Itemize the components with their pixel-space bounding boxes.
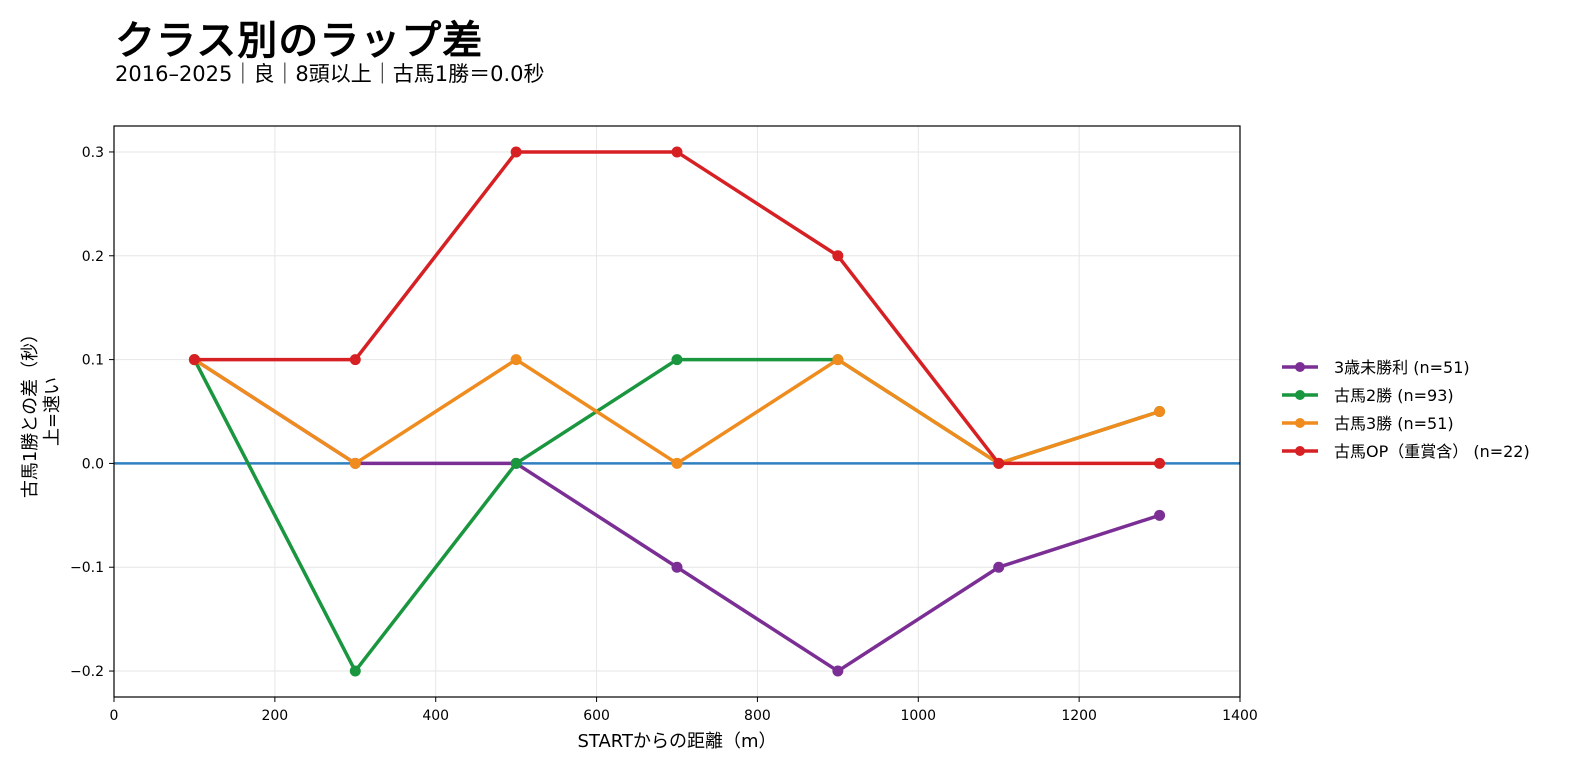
y-tick-label: 0.2 [82, 249, 104, 265]
data-point [671, 354, 683, 366]
grid-lines [113, 126, 1241, 697]
legend-item: 古馬OP（重賞含） (n=22) [1280, 436, 1530, 464]
x-tick-label: 800 [744, 708, 771, 724]
x-tick-label: 1000 [900, 708, 936, 724]
data-point [510, 457, 522, 469]
y-tick-label: 0.1 [82, 353, 104, 369]
chart-legend: 3歳未勝利 (n=51) 古馬2勝 (n=93) 古馬3勝 (n=51) 古馬OP（重… [1280, 352, 1530, 464]
data-point [349, 354, 361, 366]
series-line [194, 150, 1160, 466]
legend-item: 3歳未勝利 (n=51) [1280, 352, 1530, 380]
legend-label: 古馬OP（重賞含） (n=22) [1334, 442, 1530, 461]
x-tick-label: 400 [422, 708, 449, 724]
data-point [671, 457, 683, 469]
series-line [192, 357, 1161, 673]
data-point [1154, 457, 1166, 469]
data-point [349, 665, 361, 677]
data-point [349, 457, 361, 469]
data-point [1154, 509, 1166, 521]
y-tick-label: −0.2 [70, 664, 104, 680]
series-line [193, 358, 1161, 673]
series-group [188, 146, 1166, 677]
x-tick-label: 600 [583, 708, 610, 724]
legend-label: 古馬2勝 (n=93) [1334, 386, 1454, 405]
legend-swatch [1280, 387, 1320, 401]
y-axis-label: 古馬1勝との差（秒） [20, 325, 41, 498]
y-tick-label: 0.3 [82, 145, 104, 161]
data-point [510, 146, 522, 158]
data-point [671, 561, 683, 573]
x-axis-label: STARTからの距離（m） [577, 731, 776, 752]
chart-title: クラス別のラップ差 [115, 18, 484, 64]
x-tick-label: 1200 [1061, 708, 1097, 724]
data-point [671, 146, 683, 158]
legend-swatch [1280, 443, 1320, 457]
legend-item: 古馬3勝 (n=51) [1280, 408, 1530, 436]
data-point [188, 354, 200, 366]
legend-swatch [1280, 359, 1320, 373]
x-tick-label: 200 [261, 708, 288, 724]
legend-item: 古馬2勝 (n=93) [1280, 380, 1530, 408]
data-point [832, 354, 844, 366]
data-point [1154, 406, 1166, 417]
chart-subtitle: 2016–2025｜良｜8頭以上｜古馬1勝＝0.0秒 [115, 62, 545, 86]
data-point [510, 354, 522, 366]
x-axis-ticks: 0 200 400 600 800 1000 1200 1400 [110, 697, 1258, 724]
y-tick-label: 0.0 [82, 456, 104, 472]
y-tick-label: −0.1 [70, 560, 104, 576]
x-tick-label: 1400 [1222, 708, 1258, 724]
data-point [832, 250, 844, 262]
y-axis-ticks: −0.2 −0.1 0.0 0.1 0.2 0.3 [70, 145, 114, 680]
legend-label: 古馬3勝 (n=51) [1334, 414, 1454, 433]
data-point [993, 457, 1005, 469]
x-tick-label: 0 [110, 708, 119, 724]
series-line [193, 357, 1161, 466]
data-point [832, 665, 844, 677]
legend-label: 3歳未勝利 (n=51) [1334, 358, 1470, 377]
data-point [993, 561, 1005, 573]
y-axis-label-note: 上=速い [42, 377, 63, 446]
plot-frame [113, 125, 1241, 698]
legend-swatch [1280, 415, 1320, 429]
